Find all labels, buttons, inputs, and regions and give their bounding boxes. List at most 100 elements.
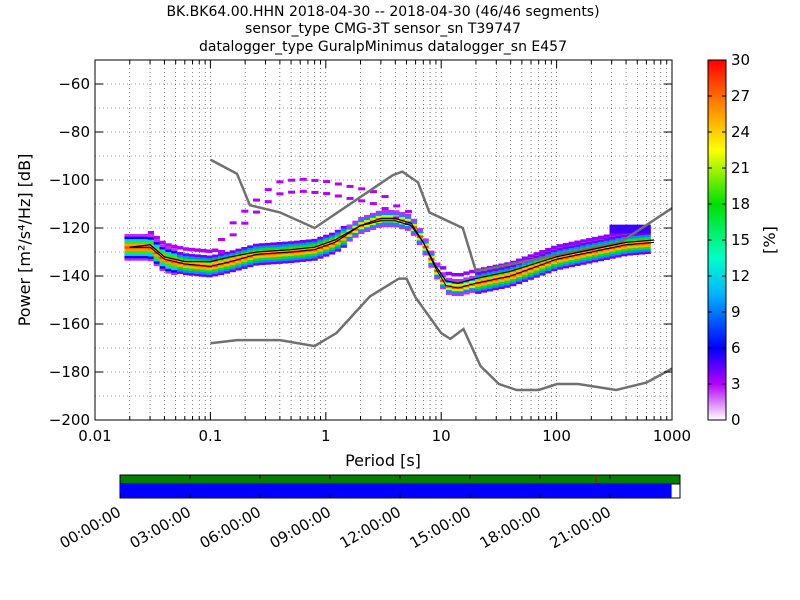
heatmap-cell bbox=[188, 265, 195, 269]
heatmap-cell bbox=[124, 253, 131, 256]
heatmap-cell bbox=[539, 250, 546, 254]
heatmap-cell bbox=[527, 272, 534, 276]
heatmap-cell bbox=[551, 266, 558, 269]
heatmap-cell bbox=[527, 260, 534, 264]
y-tick-label: −160 bbox=[49, 315, 90, 333]
heatmap-cell bbox=[130, 238, 137, 242]
heatmap-cell bbox=[247, 245, 254, 249]
heatmap-cell bbox=[539, 270, 546, 274]
heatmap-cell bbox=[247, 262, 254, 265]
heatmap-cell bbox=[334, 182, 342, 186]
heatmap-cell bbox=[276, 254, 283, 257]
heatmap-cell bbox=[475, 291, 482, 294]
heatmap-cell bbox=[369, 215, 377, 218]
heatmap-cell bbox=[586, 256, 593, 259]
heatmap-cell bbox=[399, 212, 406, 215]
heatmap-cell bbox=[638, 251, 645, 255]
heatmap-cell bbox=[463, 289, 470, 293]
heatmap-cell bbox=[217, 253, 225, 256]
time-label: 12:00:00 bbox=[337, 503, 404, 552]
heatmap-cell bbox=[422, 250, 429, 254]
time-label: 18:00:00 bbox=[477, 503, 544, 552]
heatmap-cell bbox=[200, 274, 207, 277]
heatmap-cell bbox=[475, 288, 482, 292]
heatmap-cell bbox=[510, 278, 517, 282]
heatmap-cell bbox=[223, 258, 231, 262]
time-label: 06:00:00 bbox=[197, 503, 264, 552]
heatmap-cell bbox=[334, 194, 342, 198]
heatmap-cell bbox=[235, 251, 242, 254]
heatmap-cell bbox=[293, 252, 301, 256]
heatmap-cell bbox=[141, 255, 149, 259]
heatmap-cell bbox=[288, 253, 295, 256]
heatmap-cell bbox=[586, 238, 593, 242]
y-tick-label: −180 bbox=[49, 363, 90, 381]
heatmap-cell bbox=[486, 283, 494, 287]
heatmap-cell bbox=[369, 202, 377, 206]
heatmap-cell bbox=[568, 257, 575, 261]
heatmap-cell bbox=[381, 212, 388, 216]
heatmap-cell bbox=[399, 214, 406, 218]
heatmap-cell bbox=[597, 256, 605, 259]
heatmap-cell bbox=[229, 233, 237, 237]
heatmap-cell bbox=[609, 239, 616, 242]
heatmap-cell bbox=[200, 266, 207, 270]
heatmap-cell bbox=[194, 268, 201, 272]
heatmap-cell bbox=[498, 281, 505, 285]
heatmap-cell bbox=[153, 256, 160, 259]
heatmap-cell bbox=[586, 241, 593, 245]
heatmap-cell bbox=[147, 256, 155, 259]
heatmap-cell bbox=[533, 255, 540, 259]
heatmap-cell bbox=[615, 230, 622, 234]
heatmap-cell bbox=[293, 257, 301, 261]
heatmap-cell bbox=[340, 225, 347, 229]
heatmap-cell bbox=[621, 246, 628, 250]
heatmap-cell bbox=[638, 247, 645, 250]
heatmap-cell bbox=[346, 234, 353, 237]
heatmap-cell bbox=[597, 241, 605, 245]
heatmap-cell bbox=[188, 253, 195, 257]
heatmap-cell bbox=[182, 267, 190, 271]
heatmap-cell bbox=[574, 258, 581, 262]
heatmap-cell bbox=[305, 253, 312, 257]
heatmap-cell bbox=[212, 268, 219, 272]
heatmap-cell bbox=[136, 241, 143, 244]
heatmap-cell bbox=[533, 272, 540, 276]
heatmap-cell bbox=[621, 251, 628, 254]
heatmap-cell bbox=[440, 284, 447, 287]
heatmap-cell bbox=[223, 266, 231, 269]
heatmap-cell bbox=[165, 270, 172, 274]
heatmap-cell bbox=[393, 216, 401, 220]
heatmap-cell bbox=[188, 273, 195, 276]
heatmap-cell bbox=[317, 236, 324, 240]
heatmap-cell bbox=[638, 249, 645, 253]
x-axis-ticks: 0.01 0.1 1 10 100 1000 bbox=[78, 60, 691, 445]
heatmap-cell bbox=[428, 250, 435, 254]
heatmap-cell bbox=[498, 279, 505, 282]
heatmap-cell bbox=[165, 246, 172, 250]
heatmap-cell bbox=[171, 250, 178, 254]
heatmap-cell bbox=[480, 287, 488, 291]
heatmap-cell bbox=[217, 267, 225, 271]
heatmap-cell bbox=[141, 238, 149, 242]
heatmap-cell bbox=[188, 261, 195, 264]
heatmap-cell bbox=[387, 222, 394, 225]
heatmap-cell bbox=[638, 230, 645, 234]
heatmap-cell bbox=[504, 285, 511, 288]
heatmap-cell bbox=[369, 222, 377, 226]
heatmap-cell bbox=[527, 265, 534, 268]
heatmap-cell bbox=[440, 272, 447, 275]
heatmap-cell bbox=[510, 283, 517, 287]
heatmap-cell bbox=[609, 253, 616, 257]
heatmap-cell bbox=[580, 257, 587, 260]
heatmap-cell bbox=[293, 245, 301, 249]
heatmap-cell bbox=[282, 258, 289, 262]
heatmap-cell bbox=[551, 249, 558, 253]
heatmap-cell bbox=[323, 253, 330, 257]
heatmap-cell bbox=[159, 244, 166, 248]
heatmap-cell bbox=[270, 254, 277, 258]
heatmap-cell bbox=[323, 237, 330, 240]
heatmap-cell bbox=[603, 257, 610, 260]
heatmap-cell bbox=[632, 237, 640, 241]
heatmap-cell bbox=[293, 259, 301, 263]
